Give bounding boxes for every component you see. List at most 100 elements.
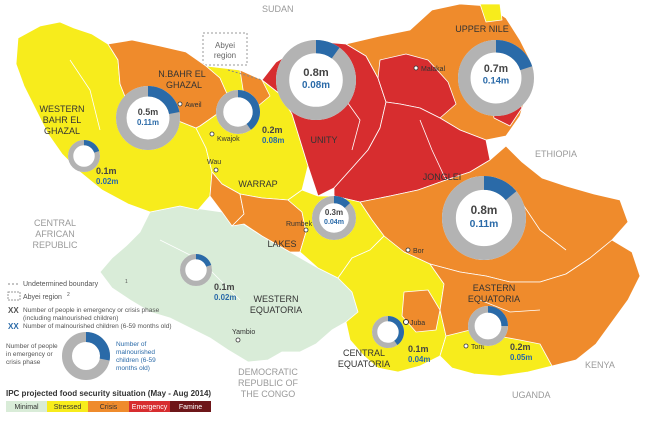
bubble-children-jonglei: 0.11m (470, 219, 499, 230)
svg-text:AFRICAN: AFRICAN (35, 229, 75, 239)
legend-donut-children-label: Number of malnourished children (6-59 mo… (116, 341, 156, 372)
bubble-children-eastern-equatoria: 0.05m (510, 353, 532, 362)
state-label-n-bahr-el-ghazal: N.BAHR EL (158, 69, 206, 79)
svg-text:BAHR EL: BAHR EL (43, 115, 82, 125)
svg-text:children (6-59: children (6-59 (116, 357, 156, 364)
label-central-african-republic: CENTRAL AFRICAN REPUBLIC (32, 218, 78, 250)
state-label-western-bahr-el-ghazal: WESTERN (40, 104, 85, 114)
town-torit: Torit (463, 343, 484, 351)
state-label-central-equatoria: CENTRAL (343, 348, 385, 358)
region-upper-nile-stressed (479, 3, 503, 23)
bubble-western-equatoria: 0.1m0.02m (179, 254, 236, 302)
bubble-people-central-equatoria: 0.1m (408, 344, 429, 354)
svg-text:EQUATORIA: EQUATORIA (250, 305, 302, 315)
bubble-people-unity: 0.8m (303, 67, 329, 79)
bubble-children-western-equatoria: 0.02m (214, 293, 236, 302)
svg-text:Aweil: Aweil (185, 102, 202, 109)
town-rumbek: Rumbek (286, 221, 313, 233)
svg-text:Rumbek: Rumbek (286, 221, 313, 228)
bubble-children-warrap: 0.08m (262, 136, 284, 145)
bubble-people-lakes: 0.3m (325, 208, 343, 217)
bubble-western-bahr-el-ghazal: 0.1m0.02m (67, 139, 118, 186)
legend-abyei-region: Abyei region (23, 294, 62, 301)
bubble-people-upper-nile: 0.7m (484, 63, 508, 75)
svg-text:GHAZAL: GHAZAL (166, 80, 202, 90)
state-labels: UPPER NILE N.BAHR EL GHAZAL WESTERN BAHR… (40, 24, 521, 369)
label-kenya: KENYA (585, 360, 615, 370)
svg-text:Abyei: Abyei (215, 41, 235, 50)
svg-text:XX: XX (8, 306, 19, 315)
bubble-children-central-equatoria: 0.04m (408, 355, 430, 364)
svg-text:Torit: Torit (471, 344, 484, 351)
town-yambio: Yambio (232, 329, 255, 343)
legend-donut-people-label: Number of people in emergency or crisis … (6, 343, 58, 366)
bubble-people-jonglei: 0.8m (471, 204, 498, 217)
svg-text:EQUATORIA: EQUATORIA (468, 294, 520, 304)
svg-text:Juba: Juba (410, 320, 425, 327)
state-label-western-equatoria: WESTERN (254, 294, 299, 304)
legend-people-note: Number of people in emergency or crisis … (23, 307, 160, 314)
svg-text:Malakal: Malakal (421, 66, 446, 73)
bubble-central-equatoria: 0.1m0.04m (372, 316, 430, 364)
bubble-people-eastern-equatoria: 0.2m (510, 342, 531, 352)
scale-famine: Famine (170, 401, 211, 412)
state-label-upper-nile: UPPER NILE (455, 24, 509, 34)
svg-text:Number of people: Number of people (6, 343, 58, 350)
bubble-jonglei: 0.8m 0.11m (441, 175, 526, 260)
bubble-warrap: 0.2m0.08m (216, 89, 284, 145)
scale-minimal: Minimal (6, 401, 47, 412)
svg-text:Emergency: Emergency (132, 404, 168, 411)
legend-undetermined-boundary: Undetermined boundary (23, 281, 99, 288)
region-lakes-west (231, 193, 307, 253)
svg-text:months old): months old) (116, 365, 150, 372)
bubble-people-western-bahr-el-ghazal: 0.1m (96, 166, 117, 176)
legend-donut (62, 332, 110, 380)
scale-crisis: Crisis (88, 401, 129, 412)
bubble-children-upper-nile: 0.14m (483, 76, 510, 86)
scale-stressed: Stressed (47, 401, 88, 412)
town-aweil: Aweil (177, 101, 202, 109)
svg-text:Wau: Wau (207, 159, 221, 166)
label-uganda: UGANDA (512, 390, 551, 400)
label-sudan: SUDAN (262, 4, 294, 14)
undetermined-boundary-line (227, 69, 263, 81)
bubble-people-western-equatoria: 0.1m (214, 282, 235, 292)
bubble-people-warrap: 0.2m (262, 125, 283, 135)
svg-text:crisis phase: crisis phase (6, 359, 41, 366)
svg-text:REPUBLIC OF: REPUBLIC OF (238, 378, 299, 388)
state-label-eastern-equatoria: EASTERN (473, 283, 516, 293)
svg-text:Stressed: Stressed (54, 404, 82, 411)
legend-children-note: Number of malnourished children (6-59 mo… (23, 323, 172, 330)
town-wau: Wau (207, 159, 221, 173)
svg-text:REPUBLIC: REPUBLIC (32, 240, 78, 250)
bubble-children-unity: 0.08m (302, 80, 330, 91)
state-label-jonglei: JONGLEI (423, 172, 462, 182)
svg-text:DEMOCRATIC: DEMOCRATIC (238, 367, 298, 377)
legend-title: IPC projected food security situation (M… (6, 389, 211, 398)
state-label-unity: UNITY (311, 135, 338, 145)
label-drc: DEMOCRATIC REPUBLIC OF THE CONGO (238, 367, 299, 399)
svg-text:Kwajok: Kwajok (217, 136, 240, 143)
svg-text:2: 2 (67, 292, 70, 298)
svg-text:GHAZAL: GHAZAL (44, 126, 80, 136)
svg-text:Bor: Bor (413, 248, 425, 255)
svg-text:region: region (214, 51, 236, 60)
svg-text:Yambio: Yambio (232, 329, 255, 336)
abyei-region: Abyei region (202, 32, 248, 66)
state-label-lakes: LAKES (267, 239, 296, 249)
svg-text:(including malnourished childr: (including malnourished children) (23, 315, 118, 322)
legend: Undetermined boundary 1 Abyei region 2 X… (6, 279, 211, 412)
svg-text:malnourished: malnourished (116, 349, 155, 356)
svg-text:Minimal: Minimal (14, 404, 39, 411)
svg-text:Number of: Number of (116, 341, 147, 348)
town-juba: Juba (403, 319, 425, 327)
town-bor: Bor (405, 247, 425, 255)
bubble-children-western-bahr-el-ghazal: 0.02m (96, 177, 118, 186)
town-malakal: Malakal (413, 65, 446, 73)
svg-text:CENTRAL: CENTRAL (34, 218, 76, 228)
bubble-unity: 0.8m0.08m (276, 39, 357, 121)
donut-bubbles: 0.7m0.14m0.8m0.08m0.5m0.11m0.2m0.08m0.1m… (67, 39, 534, 364)
svg-text:1: 1 (125, 279, 128, 285)
svg-text:EQUATORIA: EQUATORIA (338, 359, 390, 369)
